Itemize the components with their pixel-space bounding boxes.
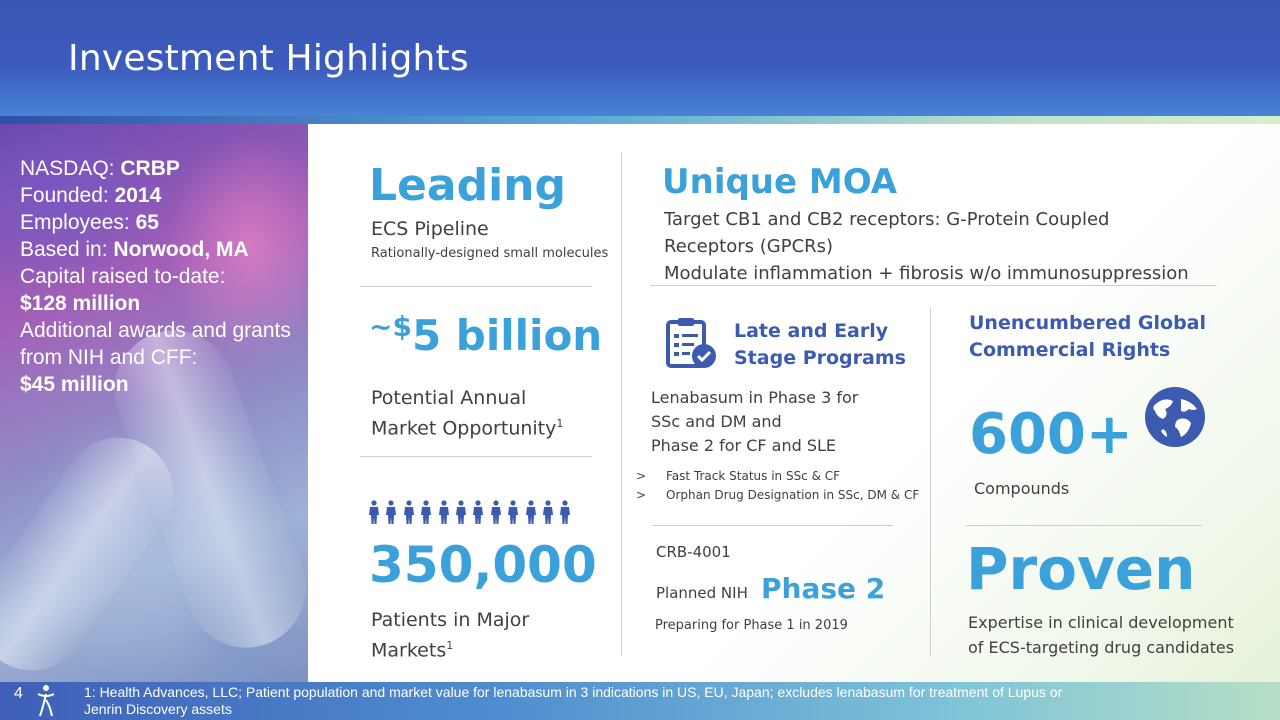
programs-description: Lenabasum in Phase 3 for SSc and DM and … <box>651 388 859 455</box>
bullet-item: > Fast Track Status in SSc & CF <box>636 469 841 483</box>
header-accent-strip <box>0 116 1280 124</box>
crb-planned: Planned NIH <box>656 584 748 602</box>
footer-bar <box>0 682 1280 720</box>
person-icon <box>508 500 519 524</box>
page-number: 4 <box>14 685 23 702</box>
location: Norwood, MA <box>113 238 249 261</box>
person-icon <box>421 500 432 524</box>
column-divider <box>930 307 931 656</box>
crb-name: CRB-4001 <box>656 543 731 561</box>
patients-value: 350,000 <box>369 536 597 594</box>
person-icon <box>525 500 536 524</box>
person-icon <box>403 500 414 524</box>
compounds-label: Compounds <box>974 479 1070 498</box>
market-value: ~$5 billion <box>369 310 603 360</box>
person-icon <box>542 500 553 524</box>
person-icon <box>438 500 449 524</box>
row-divider <box>360 456 592 457</box>
moa-heading: Unique MOA <box>662 162 898 202</box>
compounds-value: 600+ <box>969 402 1133 467</box>
patients-label: Patients in Major Markets1 <box>371 609 530 662</box>
person-icon <box>455 500 466 524</box>
person-icon <box>473 500 484 524</box>
person-icon <box>560 500 571 524</box>
proven-heading: Proven <box>966 535 1196 603</box>
crb-preparing: Preparing for Phase 1 in 2019 <box>655 618 848 633</box>
founded-year: 2014 <box>114 184 162 207</box>
crb-phase: Phase 2 <box>761 572 886 605</box>
person-icon <box>490 500 501 524</box>
person-icon <box>386 500 397 524</box>
programs-bullets: > Fast Track Status in SSc & CF > Orphan D… <box>636 467 919 505</box>
programs-heading: Late and Early Stage Programs <box>734 320 906 369</box>
footnote: 1: Health Advances, LLC; Patient populat… <box>84 684 1063 717</box>
rights-heading: Unencumbered Global Commercial Rights <box>969 312 1207 361</box>
person-star-logo-icon <box>34 684 58 718</box>
leading-subtitle: ECS Pipeline <box>371 218 489 240</box>
awards-amount: $45 million <box>20 373 129 396</box>
moa-description: Target CB1 and CB2 receptors: G-Protein … <box>664 209 1189 284</box>
content-area <box>308 124 1280 682</box>
row-divider <box>652 525 893 526</box>
capital-raised: $128 million <box>20 292 141 315</box>
proven-description: Expertise in clinical development of ECS… <box>968 613 1235 657</box>
globe-icon <box>1143 385 1207 449</box>
people-icon-row <box>368 500 588 526</box>
leading-heading: Leading <box>369 160 566 211</box>
row-divider <box>650 285 1217 286</box>
company-facts: NASDAQ: CRBP Founded: 2014 Employees: 65… <box>20 157 291 396</box>
column-divider <box>621 152 622 656</box>
page-title: Investment Highlights <box>68 38 469 79</box>
row-divider <box>360 286 592 287</box>
nasdaq-ticker: CRBP <box>120 157 180 180</box>
person-icon <box>369 500 379 524</box>
bullet-item: > Orphan Drug Designation in SSc, DM & CF <box>636 488 920 502</box>
clipboard-check-icon <box>664 316 718 370</box>
leading-note: Rationally-designed small molecules <box>371 246 609 261</box>
market-label: Potential Annual Market Opportunity1 <box>371 387 564 440</box>
header-bar <box>0 0 1280 120</box>
row-divider <box>966 525 1202 526</box>
side-photo-panel <box>0 124 323 693</box>
employee-count: 65 <box>135 211 159 234</box>
